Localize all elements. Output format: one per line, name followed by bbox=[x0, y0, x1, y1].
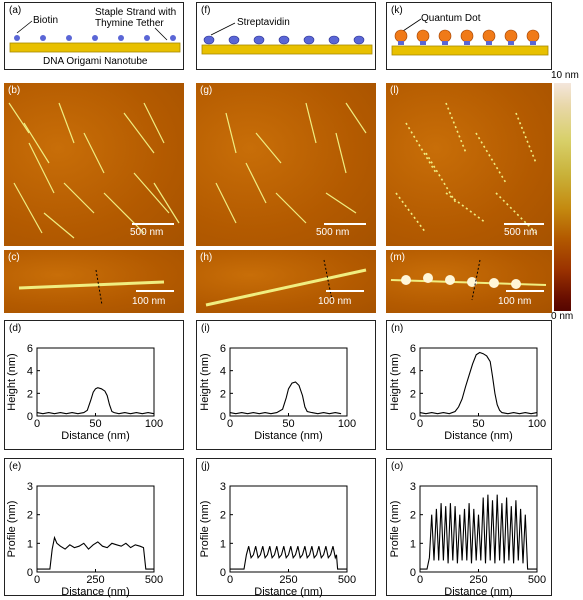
scalebar-m bbox=[506, 290, 544, 292]
scalebar-label-l: 500 nm bbox=[504, 227, 538, 238]
plot-panel-n: (n) bbox=[386, 320, 552, 450]
scalebar-g bbox=[324, 223, 366, 225]
profile-line-m bbox=[471, 259, 481, 301]
plot-panel-e: (e) bbox=[4, 458, 184, 596]
afm-zoom-c: (c) 100 nm bbox=[4, 250, 184, 313]
biotin-markers bbox=[14, 35, 176, 41]
nanotube-bar-f bbox=[201, 44, 373, 55]
afm-zoom-m: (m) 100 nm bbox=[386, 250, 552, 313]
staple-arrow bbox=[154, 27, 168, 41]
plot-panel-j: (j) bbox=[196, 458, 376, 596]
schematic-panel-f: (f) Streptavidin bbox=[196, 2, 376, 70]
staple-label-2: Thymine Tether bbox=[95, 18, 164, 29]
panel-label-c: (c) bbox=[8, 252, 20, 263]
panel-label-e: (e) bbox=[9, 461, 22, 472]
panel-label-b: (b) bbox=[8, 85, 21, 96]
afm-zoom-h: (h) 100 nm bbox=[196, 250, 376, 313]
streptavidin-arrow bbox=[210, 22, 236, 36]
scalebar-label-h: 100 nm bbox=[318, 296, 352, 307]
zoom-strand-h bbox=[205, 259, 367, 307]
quantum-dot-arrow bbox=[402, 18, 422, 32]
scalebar-label-b: 500 nm bbox=[130, 227, 164, 238]
nanotube-label: DNA Origami Nanotube bbox=[43, 56, 148, 67]
panel-label-j: (j) bbox=[201, 461, 210, 472]
biotin-arrow bbox=[16, 20, 33, 34]
staple-label-1: Staple Strand with bbox=[95, 7, 177, 18]
scalebar-l bbox=[504, 223, 544, 225]
plot-panel-o: (o) bbox=[386, 458, 552, 596]
scalebar-h bbox=[326, 290, 364, 292]
scalebar-label-c: 100 nm bbox=[132, 296, 166, 307]
afm-image-l: (l) 500 nm bbox=[386, 83, 552, 246]
nanotube-bar bbox=[9, 42, 181, 53]
panel-label-f: (f) bbox=[201, 5, 211, 16]
scalebar-label-m: 100 nm bbox=[498, 296, 532, 307]
quantum-dot-label: Quantum Dot bbox=[421, 13, 481, 24]
plot-panel-d: (d) bbox=[4, 320, 184, 450]
qd-streptavidin-markers bbox=[398, 41, 536, 45]
schematic-a-drawing bbox=[9, 20, 181, 53]
panel-label-h: (h) bbox=[200, 252, 213, 263]
biotin-label: Biotin bbox=[33, 15, 59, 26]
plot-panel-i: (i) bbox=[196, 320, 376, 450]
panel-label-l: (l) bbox=[390, 85, 399, 96]
profile-line-h bbox=[323, 259, 333, 301]
scalebar-label-g: 500 nm bbox=[316, 227, 350, 238]
panel-label-n: (n) bbox=[391, 323, 404, 334]
panel-label-i: (i) bbox=[201, 323, 210, 334]
nanotube-strands-b bbox=[8, 102, 180, 239]
schematic-k-drawing bbox=[391, 18, 549, 56]
afm-image-g: (g) 500 nm bbox=[196, 83, 376, 246]
schematic-panel-k: (k) Quantum Dot bbox=[386, 2, 552, 70]
afm-image-b: (b) 500 nm bbox=[4, 83, 184, 246]
profile-line-c bbox=[95, 269, 103, 306]
panel-label-k: (k) bbox=[391, 5, 403, 16]
nanotube-strands-g bbox=[215, 102, 367, 224]
nanotube-strands-l bbox=[395, 102, 537, 234]
quantum-dot-markers bbox=[394, 29, 540, 43]
scalebar-b bbox=[132, 223, 174, 225]
schematic-f-drawing bbox=[201, 22, 373, 55]
streptavidin-markers bbox=[203, 35, 365, 45]
height-colorbar bbox=[554, 83, 571, 311]
panel-label-o: (o) bbox=[391, 461, 404, 472]
panel-label-d: (d) bbox=[9, 323, 22, 334]
nanotube-bar-k bbox=[391, 45, 549, 56]
colorbar-min-label: 0 nm bbox=[551, 311, 574, 322]
scalebar-c bbox=[136, 290, 174, 292]
panel-label-g: (g) bbox=[200, 85, 213, 96]
zoom-strand-c bbox=[18, 269, 165, 306]
streptavidin-label: Streptavidin bbox=[237, 17, 290, 28]
schematic-panel-a: (a) Biotin Staple Strand with Thymine Te… bbox=[4, 2, 184, 70]
panel-label-a: (a) bbox=[9, 5, 22, 16]
zoom-strand-m bbox=[390, 259, 547, 301]
colorbar-max-label: 10 nm bbox=[551, 70, 579, 81]
panel-label-m: (m) bbox=[390, 252, 405, 263]
